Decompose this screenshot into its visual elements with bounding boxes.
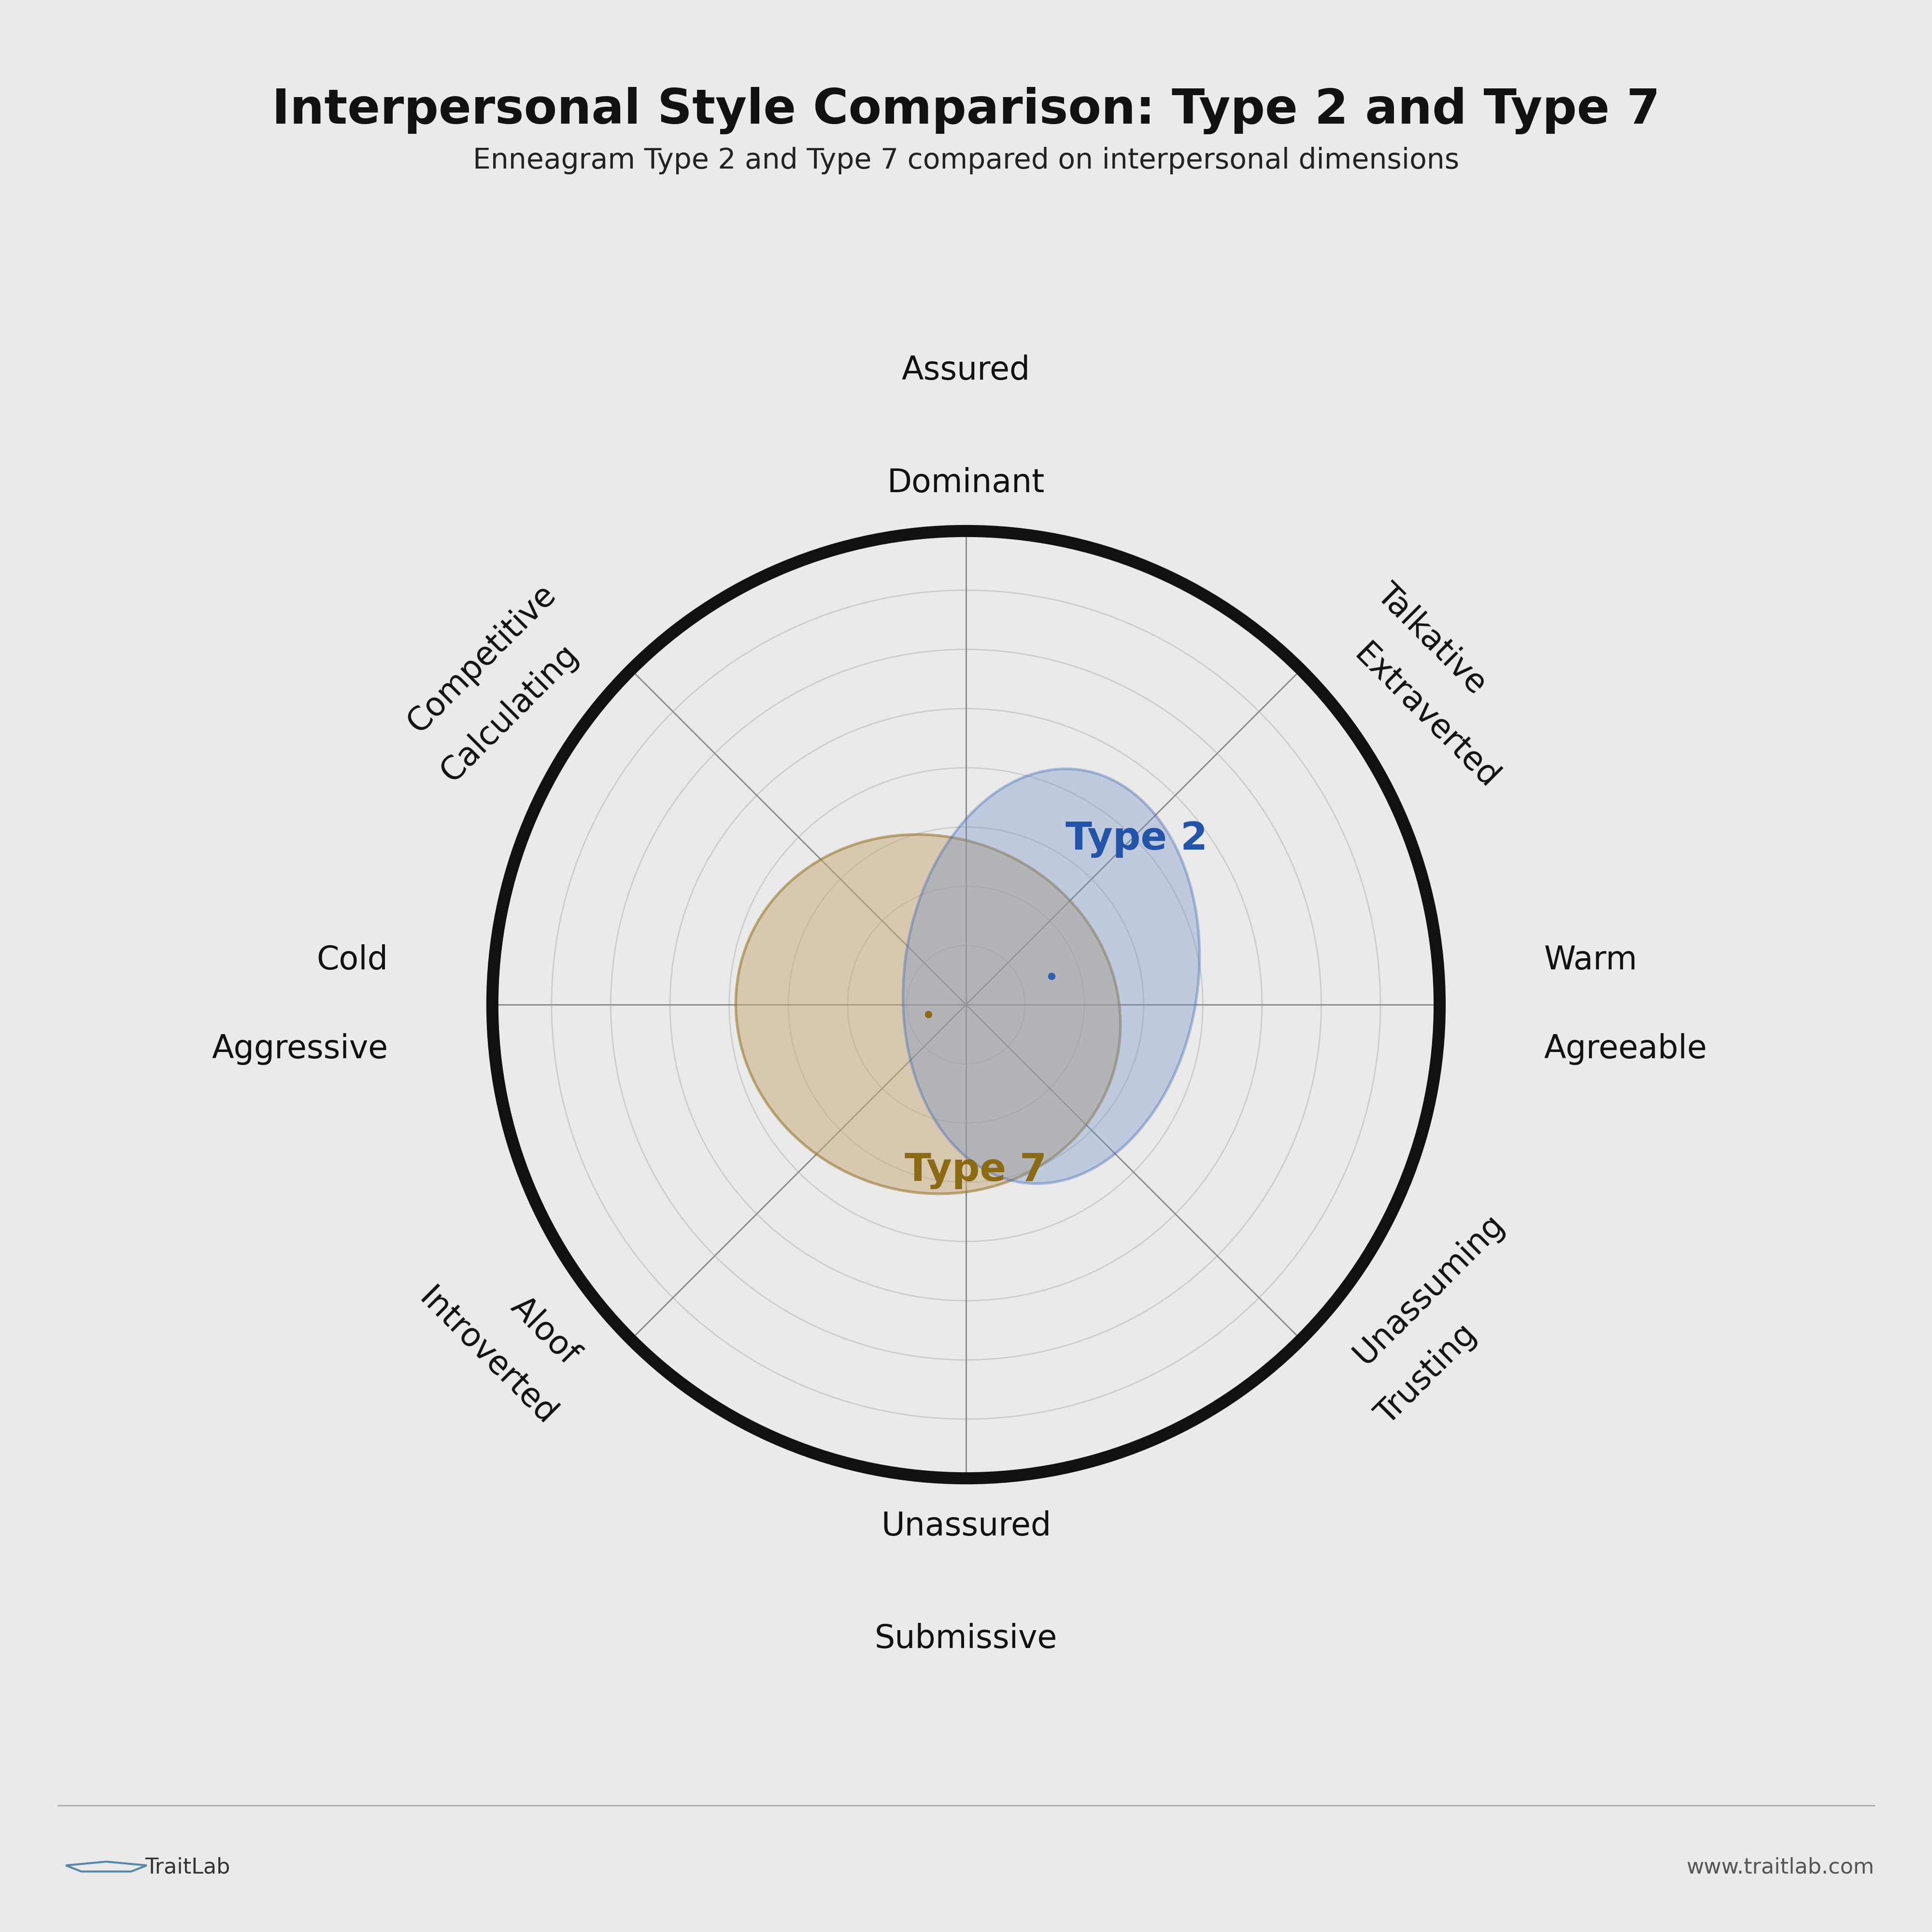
Text: Agreeable: Agreeable <box>1544 1034 1708 1065</box>
Text: Enneagram Type 2 and Type 7 compared on interpersonal dimensions: Enneagram Type 2 and Type 7 compared on … <box>473 147 1459 174</box>
Text: www.traitlab.com: www.traitlab.com <box>1687 1857 1874 1878</box>
Text: Calculating: Calculating <box>435 638 585 788</box>
Text: Submissive: Submissive <box>875 1623 1057 1654</box>
Text: Type 2: Type 2 <box>1065 819 1208 858</box>
Text: Cold: Cold <box>317 945 388 976</box>
Text: Talkative: Talkative <box>1370 578 1492 699</box>
Ellipse shape <box>736 835 1121 1194</box>
Text: Extraverted: Extraverted <box>1347 638 1505 796</box>
Text: Aloof: Aloof <box>504 1291 585 1372</box>
Text: TraitLab: TraitLab <box>145 1857 230 1878</box>
Text: Type 7: Type 7 <box>904 1151 1047 1190</box>
Text: Unassuming: Unassuming <box>1347 1208 1511 1372</box>
Text: Competitive: Competitive <box>402 578 562 738</box>
Text: Trusting: Trusting <box>1370 1318 1484 1432</box>
Text: Unassured: Unassured <box>881 1511 1051 1542</box>
Ellipse shape <box>902 769 1200 1184</box>
Text: Interpersonal Style Comparison: Type 2 and Type 7: Interpersonal Style Comparison: Type 2 a… <box>272 87 1660 135</box>
Text: Warm: Warm <box>1544 945 1636 976</box>
Text: Introverted: Introverted <box>413 1283 562 1432</box>
Text: Dominant: Dominant <box>887 468 1045 498</box>
Text: Aggressive: Aggressive <box>213 1034 388 1065</box>
Text: Assured: Assured <box>902 355 1030 386</box>
